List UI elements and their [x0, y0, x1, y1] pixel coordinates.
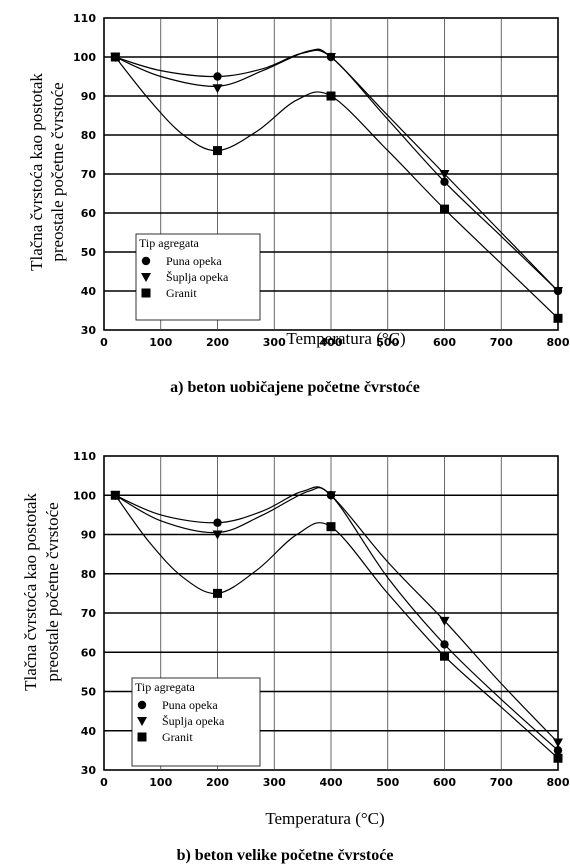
data-point-circle: [213, 518, 222, 527]
legend-marker-square: [141, 288, 151, 298]
y-tick-label: 100: [73, 51, 96, 64]
data-point-square: [440, 204, 449, 214]
data-point-square: [326, 91, 336, 101]
y-tick-label: 50: [81, 686, 97, 699]
x-tick-label: 100: [149, 776, 172, 789]
y-axis-title-line2: preostale početne čvrstoće: [48, 82, 67, 261]
y-tick-label: 90: [81, 90, 97, 103]
data-point-triangle-down: [439, 170, 450, 179]
x-tick-label: 400: [320, 336, 343, 349]
x-tick-label: 200: [206, 776, 229, 789]
y-tick-label: 60: [81, 646, 97, 659]
data-point-triangle-down: [439, 616, 450, 626]
x-tick-label: 600: [433, 776, 456, 789]
data-point-triangle-down: [212, 530, 223, 540]
y-tick-label: 40: [81, 725, 97, 738]
data-point-circle: [553, 746, 563, 755]
x-tick-label: 600: [433, 336, 456, 349]
chart-caption: b) beton velike početne čvrstoće: [177, 847, 394, 864]
data-point-square: [553, 313, 563, 323]
data-point-triangle-down: [553, 738, 563, 748]
data-point-triangle-down: [553, 287, 563, 296]
data-point-square: [110, 52, 120, 62]
legend-marker-circle: [137, 700, 147, 710]
data-point-circle: [440, 640, 449, 649]
data-point-square: [326, 522, 336, 532]
x-tick-label: 700: [490, 776, 513, 789]
tick-layer: 0 100 200 300 400 500 600 700 800 30 40 50 60 70 80 90 1…: [73, 12, 570, 349]
legend-title: Tip agregata: [135, 680, 196, 694]
data-point-circle: [440, 177, 449, 186]
x-tick-label: 100: [149, 336, 172, 349]
legend-marker-triangle-down: [141, 273, 151, 282]
x-axis-title: Temperatura (°C): [286, 329, 405, 348]
tick-layer: 0 100 200 300 400 500 600 700 800 30 40 50 60 70 80 90 1…: [73, 450, 570, 789]
x-tick-label: 400: [320, 776, 343, 789]
x-axis-title: Temperatura (°C): [265, 809, 384, 828]
y-tick-label: 40: [81, 285, 97, 298]
x-tick-label: 0: [100, 776, 108, 789]
legend-entry-label: Šuplja opeka: [162, 714, 225, 728]
legend-entry-label: Granit: [166, 286, 197, 300]
y-tick-label: 80: [81, 568, 97, 581]
data-point-square: [553, 753, 563, 763]
legend-title: Tip agregata: [139, 236, 200, 250]
data-point-square: [213, 146, 222, 156]
series-layer: [110, 48, 563, 323]
y-axis-title-line1: Tlačna čvrstoća kao postotak: [27, 73, 46, 271]
x-tick-label: 700: [490, 336, 513, 349]
data-point-square: [440, 651, 449, 661]
y-axis-title-line1: Tlačna čvrstoća kao postotak: [21, 493, 40, 691]
y-tick-label: 50: [81, 246, 97, 259]
y-tick-label: 70: [81, 168, 97, 181]
y-tick-label: 110: [73, 12, 96, 25]
data-point-circle: [213, 72, 222, 81]
y-tick-label: 30: [81, 324, 97, 337]
y-tick-label: 30: [81, 764, 97, 777]
x-tick-label: 300: [263, 776, 286, 789]
series-line-square: [114, 494, 559, 759]
y-tick-label: 90: [81, 529, 97, 542]
legend-marker-square: [137, 732, 147, 742]
legend-entry-label: Granit: [162, 730, 193, 744]
y-axis-title-line2: preostale početne čvrstoće: [43, 502, 62, 681]
legend-entry-label: Puna opeka: [162, 698, 218, 712]
legend-marker-triangle-down: [137, 717, 147, 726]
x-tick-label: 0: [100, 336, 108, 349]
data-point-triangle-down: [212, 84, 223, 94]
chart-caption: a) beton uobičajene početne čvrstoće: [170, 379, 420, 396]
x-tick-label: 500: [376, 336, 399, 349]
legend-entry-label: Šuplja opeka: [166, 270, 229, 284]
legend-layer: Tip agregata Puna opeka Šuplja opeka Granit: [135, 233, 261, 321]
x-tick-label: 800: [547, 776, 570, 789]
legend-box: [131, 677, 261, 767]
data-point-square: [213, 588, 222, 598]
legend-entry-label: Puna opeka: [166, 254, 222, 268]
series-layer: [110, 486, 563, 763]
y-tick-label: 110: [73, 450, 96, 463]
x-tick-label: 300: [263, 336, 286, 349]
series-line-square: [114, 56, 559, 319]
legend-layer: Tip agregata Puna opeka Šuplja opeka Granit: [131, 677, 261, 767]
x-tick-label: 800: [547, 336, 570, 349]
y-tick-label: 80: [81, 129, 97, 142]
x-tick-label: 500: [376, 776, 399, 789]
chart-b: 0 100 200 300 400 500 600 700 800 30 40 50 60 70 80 90 1…: [21, 450, 570, 864]
y-tick-label: 60: [81, 207, 97, 220]
data-point-square: [110, 490, 120, 500]
data-point-triangle-down: [326, 53, 336, 62]
data-point-triangle-down: [326, 491, 336, 501]
legend-box: [135, 233, 261, 321]
y-tick-label: 100: [73, 489, 96, 502]
x-tick-label: 200: [206, 336, 229, 349]
chart-a: 0 100 200 300 400 500 600 700 800 30 40 50 60 70 80 90 1…: [27, 12, 570, 396]
y-tick-label: 70: [81, 607, 97, 620]
legend-marker-circle: [141, 256, 151, 266]
